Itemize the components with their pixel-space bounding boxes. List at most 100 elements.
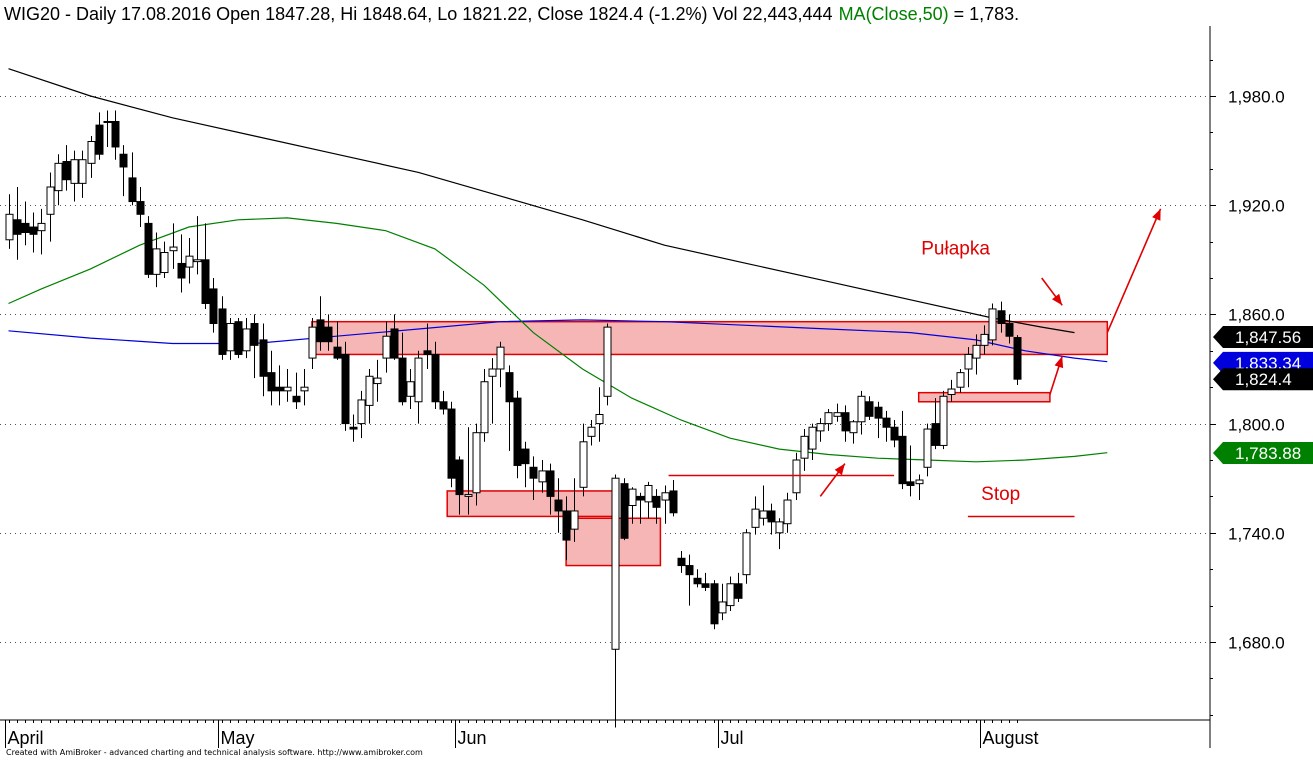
candle-body-down bbox=[767, 510, 776, 523]
candle-body-down bbox=[324, 326, 333, 343]
x-axis: April May Jun Jul August bbox=[0, 719, 1210, 748]
candle-body-up bbox=[595, 414, 604, 425]
candle-body-down bbox=[275, 386, 284, 392]
candle-body-up bbox=[37, 222, 46, 232]
candle bbox=[357, 390, 366, 439]
month-label: May bbox=[221, 728, 255, 748]
candle-body-up bbox=[915, 479, 924, 485]
candle-body-up bbox=[775, 521, 784, 534]
month-label: Jun bbox=[458, 728, 487, 748]
candle bbox=[46, 172, 55, 242]
candle-body-down bbox=[111, 120, 120, 148]
candle-body-down bbox=[874, 406, 883, 419]
candle-body-down bbox=[841, 412, 850, 432]
candle-body-down bbox=[259, 339, 268, 377]
candle bbox=[972, 334, 981, 375]
candles bbox=[5, 110, 1022, 728]
candle-body-down bbox=[333, 346, 342, 359]
candle bbox=[636, 492, 645, 524]
candle-body-up bbox=[939, 395, 948, 446]
candle bbox=[529, 456, 538, 501]
candle-body-up bbox=[800, 435, 809, 459]
candle-body-down bbox=[341, 353, 350, 425]
candle-body-down bbox=[390, 328, 399, 359]
candle bbox=[382, 321, 391, 373]
arrow-line bbox=[1106, 208, 1162, 333]
candle bbox=[783, 492, 792, 533]
candle bbox=[488, 358, 497, 424]
candle bbox=[119, 145, 128, 197]
candle bbox=[538, 460, 547, 493]
candle-body-down bbox=[201, 259, 210, 304]
candle bbox=[775, 518, 784, 550]
candle-body-up bbox=[373, 377, 382, 385]
candle bbox=[136, 187, 145, 228]
annotation-label: Pułapka bbox=[921, 238, 990, 259]
candle-body-down bbox=[316, 319, 325, 343]
candle-body-up bbox=[87, 141, 96, 164]
candle bbox=[333, 321, 342, 360]
candle bbox=[250, 314, 259, 379]
candle bbox=[718, 583, 727, 621]
candle-body-down bbox=[906, 481, 915, 486]
annotation-label: Stop bbox=[981, 484, 1020, 505]
price-tag: 1,824.4 bbox=[1213, 368, 1313, 391]
candle-body-up bbox=[661, 492, 670, 501]
candle bbox=[800, 429, 809, 471]
candle-body-down bbox=[1005, 323, 1014, 337]
candle bbox=[915, 474, 924, 501]
candle bbox=[70, 150, 79, 202]
candle bbox=[54, 154, 63, 206]
candle bbox=[414, 350, 423, 424]
price-tag: 1,847.56 bbox=[1213, 326, 1313, 349]
candle bbox=[874, 401, 883, 439]
candle bbox=[603, 323, 612, 406]
candle-body-up bbox=[988, 308, 997, 341]
candle bbox=[546, 463, 555, 515]
candle-body-down bbox=[669, 490, 678, 514]
candle bbox=[644, 481, 653, 519]
candle-body-down bbox=[554, 499, 563, 512]
candle bbox=[398, 332, 407, 406]
candle-body-down bbox=[521, 448, 530, 465]
y-tick-label: 1,740.0 bbox=[1228, 525, 1285, 544]
candle bbox=[349, 414, 358, 442]
candle-body-up bbox=[751, 508, 760, 528]
price-tag: 1,783.88 bbox=[1213, 441, 1313, 464]
candle bbox=[611, 474, 620, 728]
candle bbox=[480, 369, 489, 442]
candle bbox=[751, 496, 760, 535]
candle bbox=[767, 503, 776, 535]
ma-black-line bbox=[8, 68, 1075, 334]
candle bbox=[95, 112, 104, 160]
candle bbox=[341, 341, 350, 431]
candle-body-up bbox=[587, 426, 596, 437]
y-tick-label: 1,920.0 bbox=[1228, 197, 1285, 216]
candle-body-down bbox=[890, 426, 899, 441]
candle-body-up bbox=[972, 344, 981, 359]
candle-body-up bbox=[414, 357, 423, 403]
candle bbox=[595, 387, 604, 442]
candle bbox=[865, 396, 874, 420]
candle-body-down bbox=[931, 423, 940, 446]
candle bbox=[1013, 335, 1022, 385]
candle-body-down bbox=[431, 353, 440, 403]
candle bbox=[562, 496, 571, 561]
candle-body-down bbox=[685, 565, 694, 576]
candle bbox=[37, 208, 46, 255]
candle bbox=[947, 379, 956, 402]
month-label: Jul bbox=[721, 728, 744, 748]
candle-body-down bbox=[865, 401, 874, 417]
candle-body-down bbox=[349, 426, 358, 430]
candle-body-up bbox=[406, 381, 415, 397]
candle bbox=[423, 323, 432, 369]
moving-averages bbox=[8, 68, 1108, 463]
candle-body-down bbox=[144, 222, 153, 275]
candle bbox=[226, 318, 235, 360]
candle-body-down bbox=[119, 153, 128, 168]
candle bbox=[734, 572, 743, 602]
candle bbox=[308, 318, 317, 369]
candle bbox=[292, 372, 301, 410]
candle bbox=[78, 150, 87, 198]
price-tag-label: 1,783.88 bbox=[1235, 444, 1301, 463]
